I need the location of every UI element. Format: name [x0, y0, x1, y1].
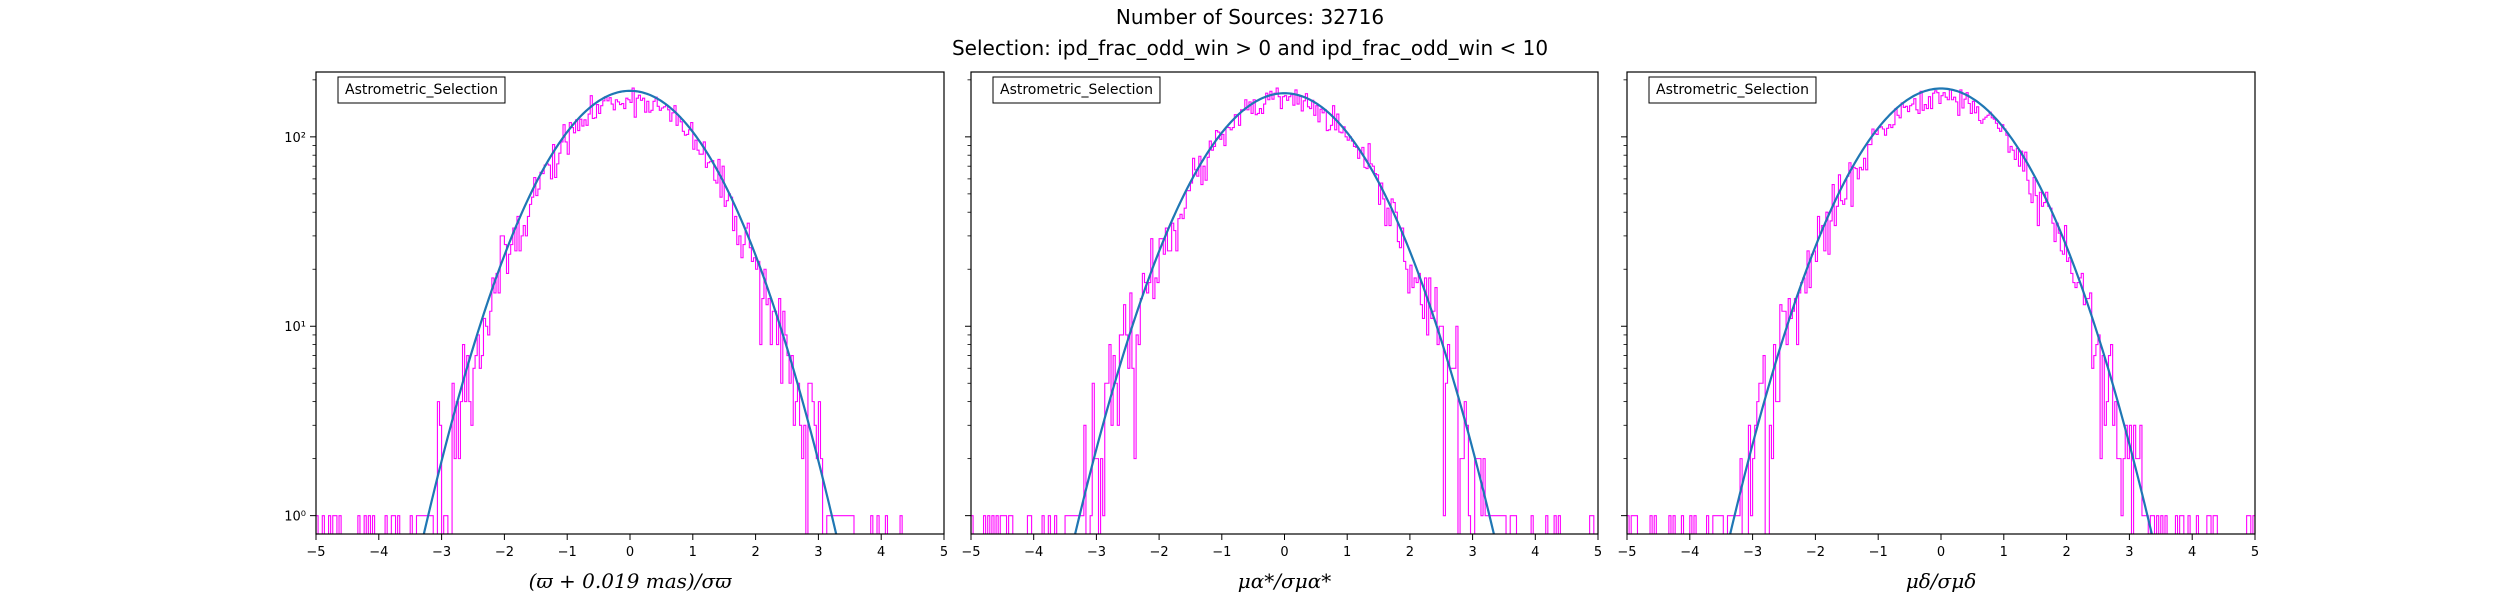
- legend-box: [337, 76, 506, 104]
- histogram-bars: [1627, 89, 2255, 534]
- x-tick-label: 3: [2125, 545, 2133, 560]
- axes-frame: [970, 71, 1599, 535]
- x-tick-label: 4: [877, 545, 885, 560]
- x-axis-label: μα*/σμα*: [1238, 569, 1331, 593]
- histogram-step-line: [1627, 89, 2255, 534]
- figure-title-line1: Number of Sources: 32716: [1116, 5, 1384, 29]
- x-tick-label: 1: [689, 545, 697, 560]
- x-tick-label: −4: [1024, 545, 1043, 560]
- x-tick-label: −1: [1869, 545, 1888, 560]
- x-tick-label: −4: [369, 545, 388, 560]
- x-tick-label: 0: [1280, 545, 1288, 560]
- x-tick-label: 2: [751, 545, 759, 560]
- x-tick-label: 5: [1594, 545, 1602, 560]
- x-tick-label: −5: [306, 545, 325, 560]
- histogram-panel-pmra: −5 −4 −3 −2 −1 0 1 2 3 4 5 μα*/σμα* Astrometric_Sele…: [961, 71, 1602, 593]
- y-tick-label: 10¹: [284, 320, 306, 335]
- x-tick-label: −4: [1680, 545, 1699, 560]
- legend-box: [1648, 76, 1817, 104]
- x-tick-label: −2: [495, 545, 514, 560]
- x-tick-label: −3: [1743, 545, 1762, 560]
- x-tick-label: 0: [1937, 545, 1945, 560]
- axes-frame: [315, 71, 945, 535]
- axes-frame: [1626, 71, 2256, 535]
- gaussian-fit-curve: [1729, 87, 2153, 534]
- x-tick-label: −5: [1617, 545, 1636, 560]
- legend-label: Astrometric_Selection: [1656, 82, 1809, 98]
- histogram-panel-pmdec: −5 −4 −3 −2 −1 0 1 2 3 4 5 μδ/σμδ Astrometric_Select…: [1617, 71, 2259, 593]
- x-tick-label: 0: [626, 545, 634, 560]
- legend-label: Astrometric_Selection: [1000, 82, 1153, 98]
- histogram-step-line: [971, 87, 1595, 534]
- legend: Astrometric_Selection: [992, 76, 1161, 104]
- x-tick-label: 4: [1531, 545, 1539, 560]
- x-axis-label: μδ/σμδ: [1906, 569, 1976, 593]
- x-tick-label: 1: [2000, 545, 2008, 560]
- x-tick-label: −3: [1087, 545, 1106, 560]
- x-tick-label: 2: [2062, 545, 2070, 560]
- x-tick-label: 3: [814, 545, 822, 560]
- x-tick-label: −3: [432, 545, 451, 560]
- y-tick-label: 10⁰: [284, 510, 306, 525]
- x-tick-label: 4: [2188, 545, 2196, 560]
- x-tick-label: −5: [961, 545, 980, 560]
- x-tick-label: −1: [558, 545, 577, 560]
- histogram-bars: [316, 87, 903, 534]
- histogram-panel-parallax: −5 −4 −3 −2 −1 0 1 2 3 4 5 10⁰ 10¹ 10² (ϖ + 0.019 mas)…: [284, 71, 948, 593]
- legend: Astrometric_Selection: [337, 76, 506, 104]
- histogram-step-line: [316, 87, 903, 534]
- legend: Astrometric_Selection: [1648, 76, 1817, 104]
- x-tick-label: 2: [1406, 545, 1414, 560]
- legend-label: Astrometric_Selection: [345, 82, 498, 98]
- x-axis-label: (ϖ + 0.019 mas)/σϖ: [529, 569, 733, 593]
- histogram-bars: [971, 87, 1595, 534]
- x-tick-label: 5: [2251, 545, 2259, 560]
- figure-title-line2: Selection: ipd_frac_odd_win > 0 and ipd_…: [952, 36, 1548, 60]
- x-tick-label: 1: [1343, 545, 1351, 560]
- legend-box: [992, 76, 1161, 104]
- x-tick-label: −1: [1212, 545, 1231, 560]
- x-tick-label: 3: [1468, 545, 1476, 560]
- gaussian-fit-curve: [1073, 92, 1496, 534]
- x-tick-label: −2: [1150, 545, 1169, 560]
- x-tick-label: 5: [940, 545, 948, 560]
- y-tick-label: 10²: [284, 131, 306, 146]
- x-tick-label: −2: [1806, 545, 1825, 560]
- gaussian-fit-curve: [422, 89, 838, 534]
